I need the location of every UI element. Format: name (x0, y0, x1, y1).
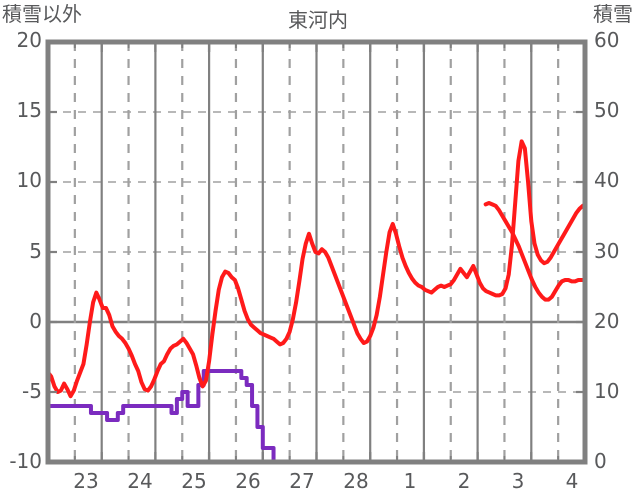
y-tick-right-3: 30 (594, 239, 620, 263)
y-tick-right-4: 20 (594, 309, 620, 333)
y-tick-left-6: -10 (9, 449, 42, 473)
x-tick-9: 4 (565, 469, 579, 493)
y-tick-right-2: 40 (594, 168, 620, 192)
series-line-temperature-segment2 (483, 201, 585, 302)
x-tick-2: 25 (181, 469, 207, 493)
y-tick-right-6: 0 (594, 449, 607, 473)
y-tick-left-0: 20 (16, 28, 42, 52)
y-tick-left-2: 10 (16, 168, 42, 192)
y-tick-left-5: -5 (22, 379, 42, 403)
x-tick-4: 27 (289, 469, 315, 493)
axis-tick-marks (46, 40, 587, 464)
x-tick-7: 2 (457, 469, 471, 493)
chart-title: 東河内 (288, 8, 348, 32)
x-tick-8: 3 (511, 469, 525, 493)
series-line-snow (48, 369, 585, 462)
left-axis-title: 積雪以外 (2, 2, 82, 26)
grid-vertical-solid (100, 42, 533, 462)
series-line-temperature (48, 139, 585, 399)
x-tick-1: 24 (127, 469, 153, 493)
y-tick-right-5: 10 (594, 379, 620, 403)
x-tick-5: 28 (343, 469, 369, 493)
y-tick-left-4: 0 (29, 309, 42, 333)
y-tick-left-1: 15 (16, 98, 42, 122)
y-tick-left-3: 5 (29, 239, 42, 263)
grid-vertical-dashed (73, 42, 560, 462)
x-tick-3: 26 (235, 469, 261, 493)
x-tick-6: 1 (403, 469, 417, 493)
y-tick-right-1: 50 (594, 98, 620, 122)
right-axis-title: 積雪 (593, 2, 633, 26)
y-tick-right-0: 60 (594, 28, 620, 52)
x-tick-0: 23 (73, 469, 99, 493)
